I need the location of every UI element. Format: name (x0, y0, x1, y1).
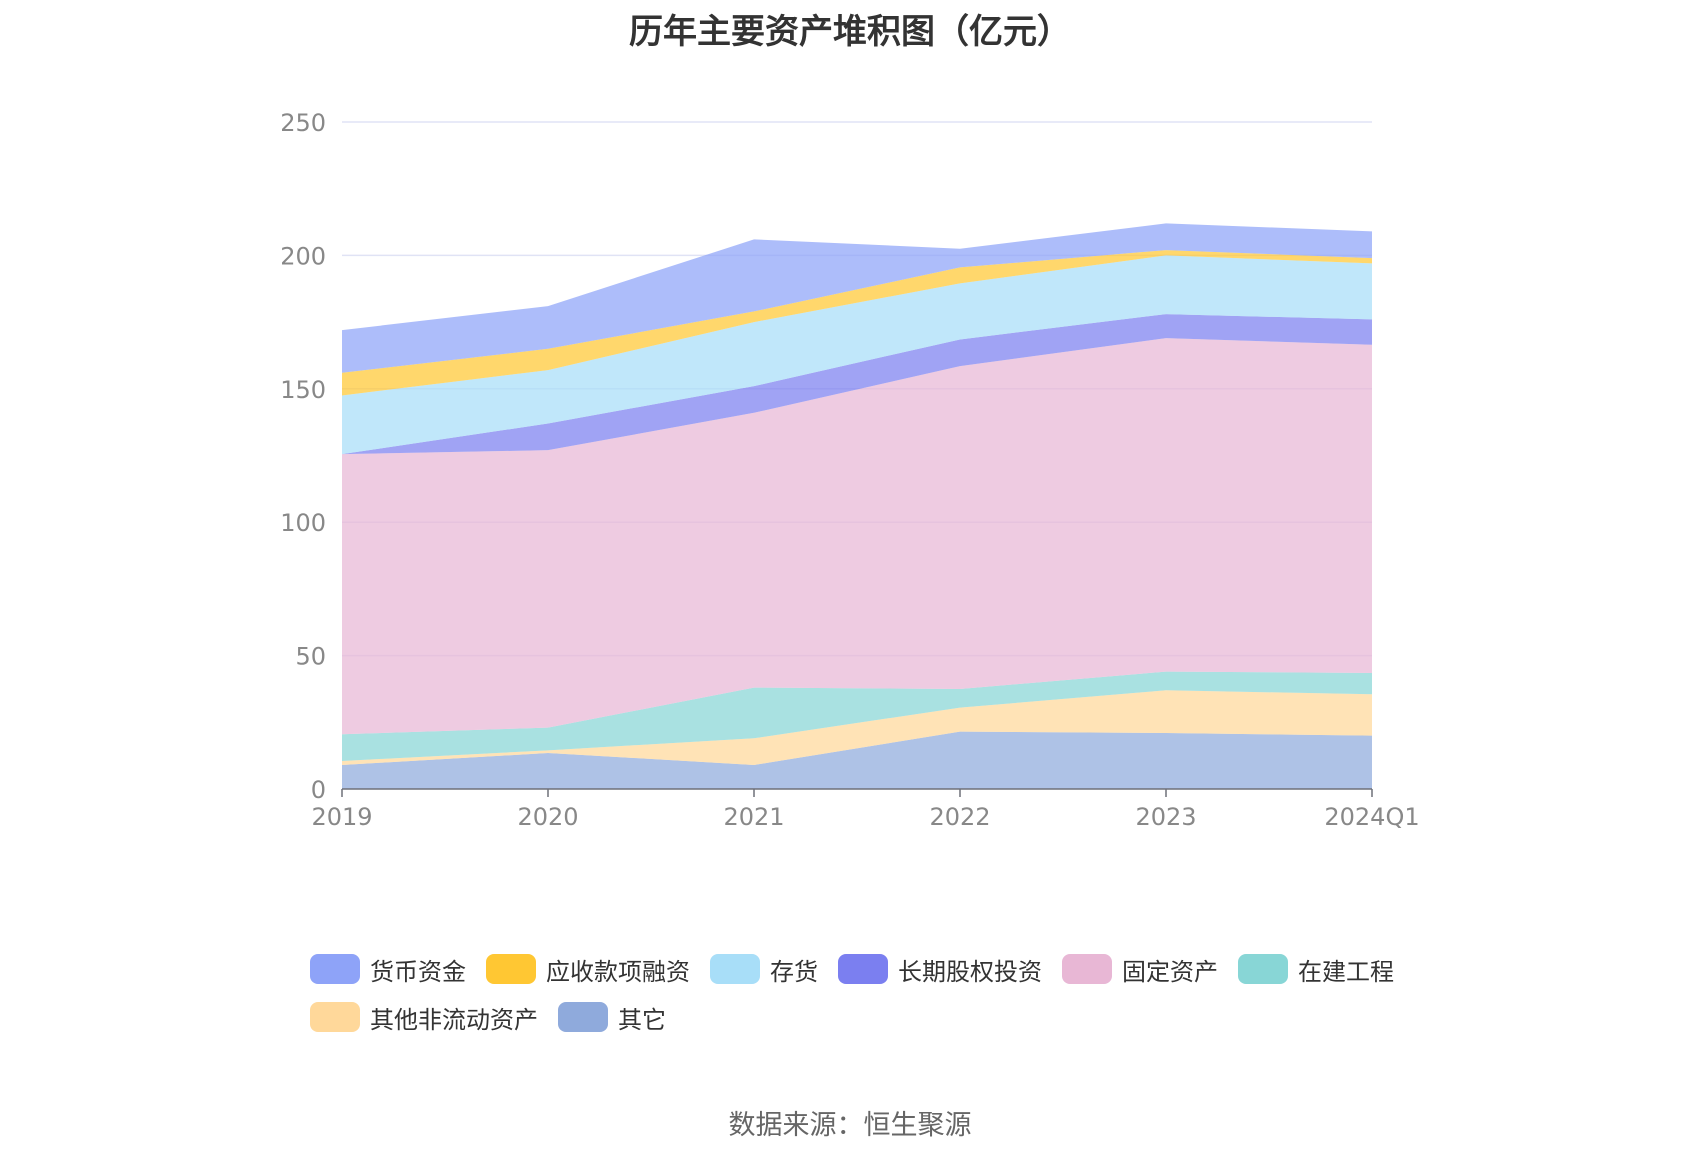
area-在建工程 (342, 671, 1372, 761)
x-tick-label: 2022 (929, 803, 990, 831)
area-其他非流动资产 (342, 690, 1372, 765)
legend-swatch (1238, 954, 1288, 984)
legend-swatch (558, 1002, 608, 1032)
legend-item[interactable]: 在建工程 (1238, 952, 1394, 986)
axes: 0 50 100 150 200 250 2019 2020 2021 2022 2023 2024Q… (280, 109, 1419, 831)
area-其它 (342, 731, 1372, 789)
area-固定资产 (342, 338, 1372, 735)
legend-label: 应收款项融资 (546, 957, 690, 986)
legend-item[interactable]: 固定资产 (1062, 952, 1218, 986)
legend-label: 货币资金 (370, 957, 466, 986)
legend-swatch (710, 954, 760, 984)
legend-item[interactable]: 其他非流动资产 (310, 1000, 538, 1034)
y-tick-label: 150 (280, 376, 326, 404)
legend-item[interactable]: 其它 (558, 1000, 666, 1034)
area-货币资金 (342, 223, 1372, 373)
legend-swatch (1062, 954, 1112, 984)
area-长期股权投资 (342, 314, 1372, 455)
chart-title: 历年主要资产堆积图（亿元） (629, 12, 1071, 52)
legend-item[interactable]: 长期股权投资 (838, 952, 1042, 986)
legend-swatch (486, 954, 536, 984)
y-tick-label: 0 (311, 776, 326, 804)
area-存货 (342, 255, 1372, 455)
x-tick-label: 2024Q1 (1324, 803, 1419, 831)
legend-item[interactable]: 应收款项融资 (486, 952, 690, 986)
legend-item[interactable]: 存货 (710, 952, 818, 986)
x-tick-label: 2021 (723, 803, 784, 831)
legend-label: 固定资产 (1122, 957, 1218, 986)
legend-label: 在建工程 (1298, 957, 1394, 986)
stacked-area-chart: 0 50 100 150 200 250 2019 2020 2021 2022 2023 2024Q… (280, 109, 1419, 831)
area-series (342, 223, 1372, 789)
x-tick-label: 2023 (1135, 803, 1196, 831)
legend-label: 其他非流动资产 (370, 1005, 538, 1034)
area-应收款项融资 (342, 250, 1372, 396)
x-tick-label: 2020 (517, 803, 578, 831)
y-tick-label: 100 (280, 509, 326, 537)
legend-item[interactable]: 货币资金 (310, 952, 466, 986)
data-source: 数据来源：恒生聚源 (728, 1110, 972, 1141)
legend-swatch (838, 954, 888, 984)
y-tick-label: 50 (295, 643, 326, 671)
legend-swatch (310, 1002, 360, 1032)
legend-label: 长期股权投资 (898, 957, 1042, 986)
y-tick-label: 250 (280, 109, 326, 137)
legend-swatch (310, 954, 360, 984)
legend-label: 存货 (770, 957, 818, 986)
y-tick-label: 200 (280, 242, 326, 270)
legend: 货币资金 应收款项融资 存货 长期股权投资 固定资产 在建工程其他非流动资产 其它 (310, 952, 1430, 1034)
legend-label: 其它 (618, 1005, 666, 1034)
x-tick-label: 2019 (311, 803, 372, 831)
